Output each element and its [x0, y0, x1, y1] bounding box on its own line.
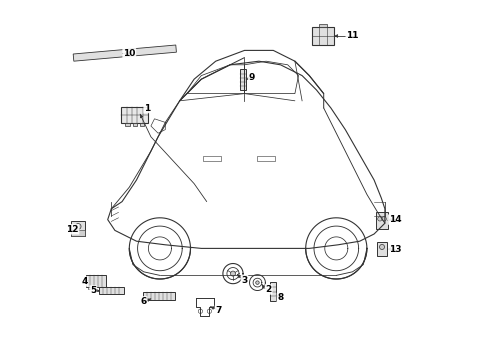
Bar [270, 282, 276, 301]
Bar [101, 287, 104, 289]
Text: 6: 6 [140, 297, 146, 306]
Bar [71, 221, 85, 236]
Bar [311, 27, 333, 45]
Bar [203, 156, 221, 161]
Circle shape [230, 271, 235, 276]
Text: 3: 3 [241, 276, 247, 284]
Bar [376, 242, 386, 256]
Text: 5: 5 [90, 286, 96, 295]
Bar [88, 287, 91, 289]
Text: 12: 12 [66, 225, 79, 234]
Text: 13: 13 [388, 245, 401, 253]
Text: 4: 4 [81, 277, 87, 286]
Bar [240, 69, 245, 90]
Text: 2: 2 [265, 285, 271, 294]
Text: 14: 14 [388, 215, 401, 224]
Bar [140, 123, 144, 126]
Circle shape [377, 217, 381, 221]
Circle shape [255, 281, 259, 284]
Polygon shape [73, 45, 176, 61]
Text: 7: 7 [215, 306, 222, 315]
Text: 9: 9 [248, 72, 254, 81]
Circle shape [75, 224, 81, 229]
Circle shape [381, 217, 386, 221]
Bar [71, 230, 85, 236]
Bar [319, 24, 326, 27]
Bar [99, 287, 123, 294]
Text: 10: 10 [123, 49, 135, 58]
Bar [132, 123, 137, 126]
Bar [375, 212, 387, 229]
Bar [142, 292, 175, 300]
Bar [125, 123, 129, 126]
Bar [86, 275, 106, 287]
Text: 11: 11 [346, 31, 358, 40]
Bar [121, 107, 148, 123]
Text: 1: 1 [144, 104, 150, 112]
Circle shape [379, 244, 384, 249]
Text: 8: 8 [277, 293, 283, 302]
Bar [257, 156, 275, 161]
